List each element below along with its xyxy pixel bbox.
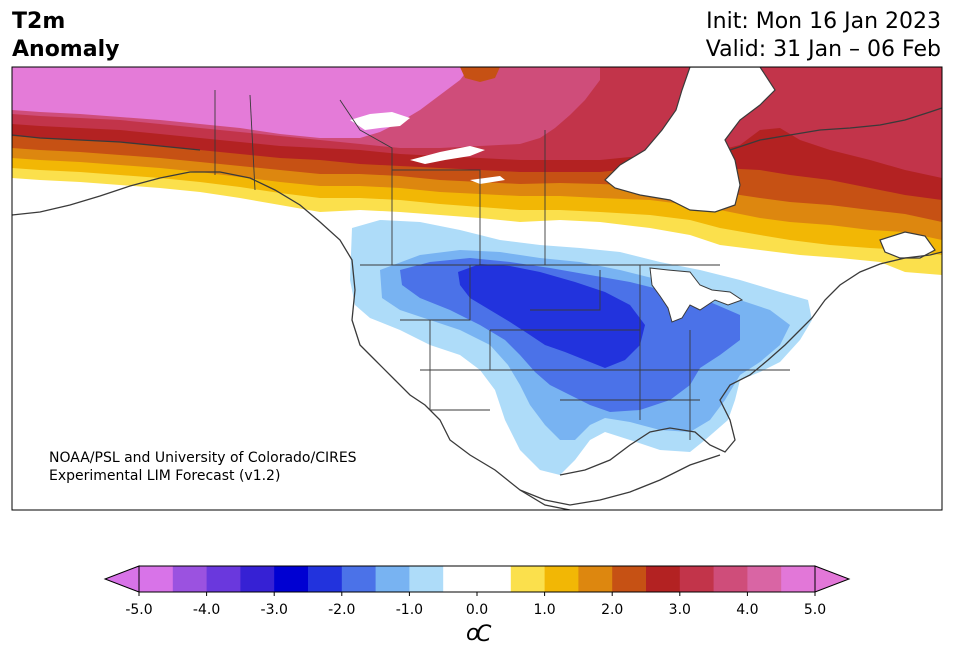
map-title-line1: T2m <box>12 9 66 34</box>
great-lakes <box>649 267 744 323</box>
colorbar-cell <box>139 566 174 592</box>
colorbar-cell <box>747 566 782 592</box>
colorbar-tick-label: -1.0 <box>396 602 423 618</box>
colorbar-ticks: -5.0 -4.0 -3.0 -2.0 -1.0 0.0 1.0 2.0 3.0 4.0 5.0 <box>125 592 826 618</box>
colorbar-unit-sup: o <box>466 621 479 646</box>
colorbar-cell <box>612 566 647 592</box>
anomaly-band-cold2 <box>458 264 645 368</box>
colorbar-cell <box>646 566 681 592</box>
colorbar-cell <box>341 566 377 592</box>
gulf-of-st-lawrence <box>879 231 936 259</box>
hudson-bay <box>604 67 776 213</box>
colorbar-cell <box>274 566 309 592</box>
colorbar-tick-label: -2.0 <box>328 602 355 618</box>
colorbar-cell <box>206 566 241 592</box>
colorbar-cell <box>308 566 343 592</box>
political-borders <box>214 90 790 440</box>
anomaly-warm-patch-east <box>645 67 942 130</box>
forecast-dates: Init: Mon 16 Jan 2023 Valid: 31 Jan – 06… <box>706 8 941 64</box>
colorbar-tick-label: 2.0 <box>601 602 623 618</box>
colorbar-tick-label: 1.0 <box>533 602 555 618</box>
colorbar-cell <box>375 566 410 592</box>
colorbar-cell <box>781 566 816 592</box>
coastlines <box>12 107 942 510</box>
colorbar-unit: C <box>476 622 492 647</box>
colorbar-cell <box>240 566 275 592</box>
valid-date: Valid: 31 Jan – 06 Feb <box>705 37 941 62</box>
colorbar-cells <box>103 565 851 593</box>
colorbar-cell <box>679 566 715 592</box>
colorbar-cell <box>544 566 579 592</box>
hudson-bay-ice <box>350 112 410 130</box>
init-date: Init: Mon 16 Jan 2023 <box>706 9 941 34</box>
colorbar-tick-label: -5.0 <box>125 602 152 618</box>
colorbar-cell <box>578 566 613 592</box>
colorbar-cell <box>172 566 208 592</box>
colorbar-extend-high <box>814 565 851 593</box>
colorbar-tick-label: 3.0 <box>669 602 691 618</box>
colorbar-tick-label: -3.0 <box>261 602 288 618</box>
ice-patch <box>410 146 485 164</box>
map-frame <box>11 66 943 511</box>
credit-text: NOAA/PSL and University of Colorado/CIRE… <box>49 449 357 485</box>
colorbar-cell <box>409 566 444 592</box>
colorbar-cell <box>443 566 478 592</box>
colorbar-tick-label: 0.0 <box>466 602 488 618</box>
credit-line1: NOAA/PSL and University of Colorado/CIRE… <box>49 450 357 466</box>
colorbar-cell <box>713 566 748 592</box>
colorbar-extend-low <box>103 565 140 593</box>
colorbar-tick-label: 4.0 <box>736 602 758 618</box>
anomaly-warm-patch-baffin <box>460 67 500 82</box>
colorbar-cell <box>477 566 512 592</box>
colorbar-cell <box>510 566 546 592</box>
map-content <box>12 67 942 510</box>
credit-line2: Experimental LIM Forecast (v1.2) <box>49 468 281 484</box>
ice-patch-small <box>470 176 505 184</box>
colorbar-tick-label: 5.0 <box>804 602 826 618</box>
map-title-line2: Anomaly <box>12 37 120 62</box>
map-title: T2m Anomaly <box>12 8 119 64</box>
colorbar-tick-label: -4.0 <box>193 602 220 618</box>
